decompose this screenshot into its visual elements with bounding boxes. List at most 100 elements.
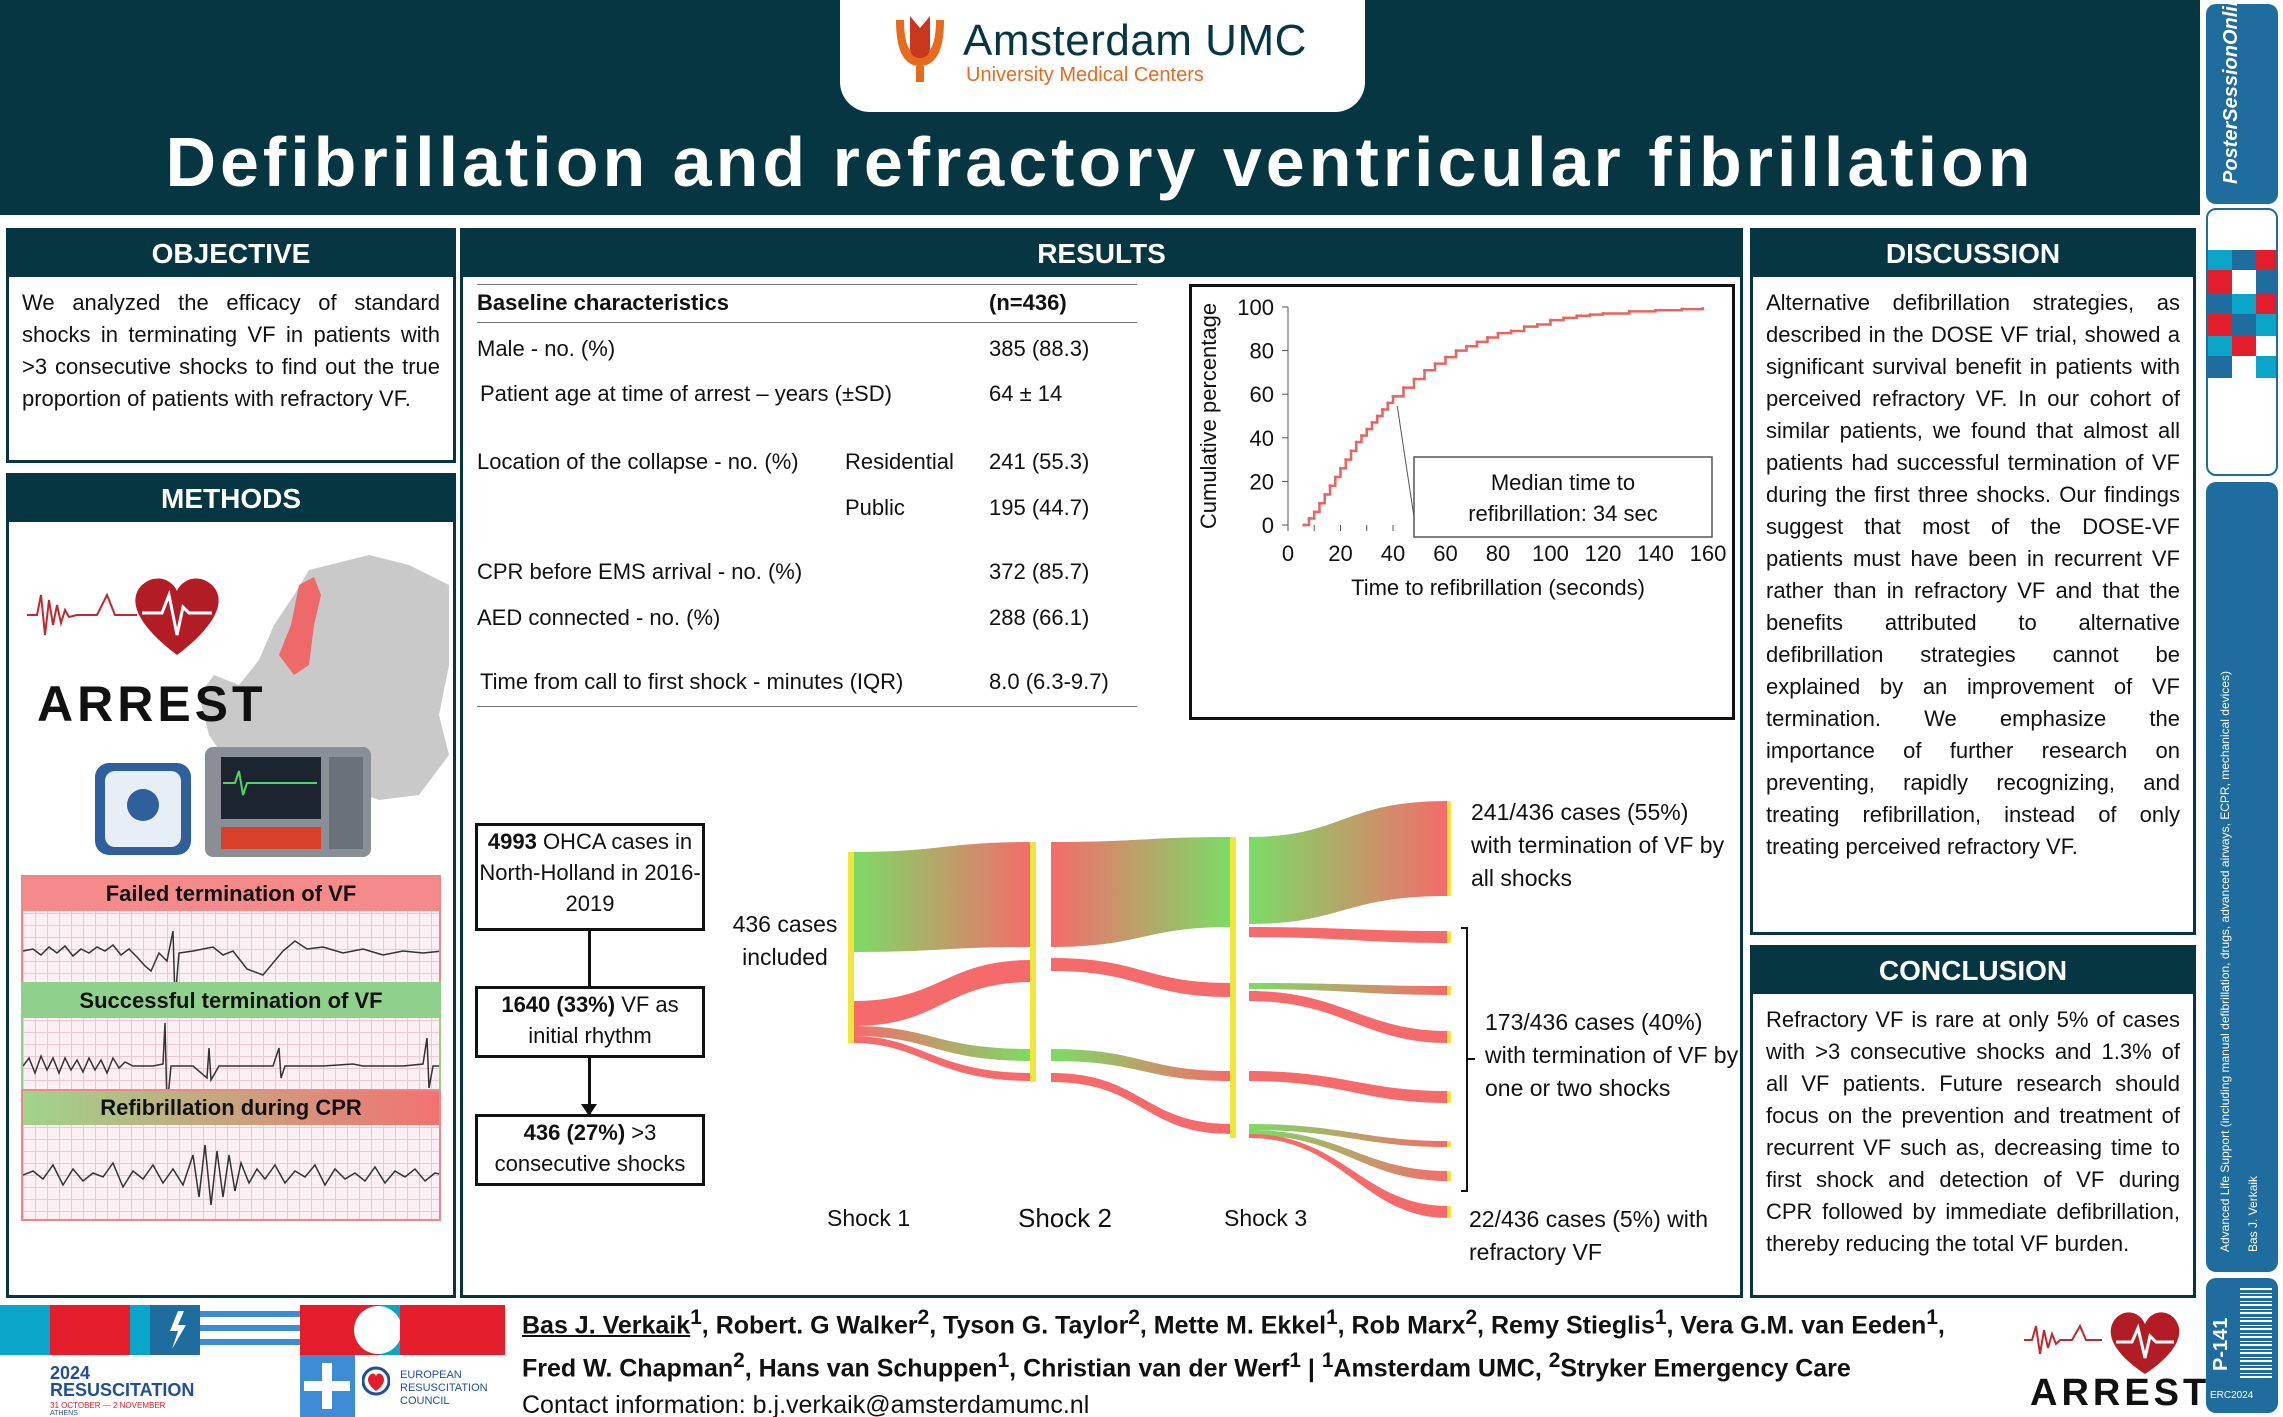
- flow-shocks-text: >3 consecutive shocks: [494, 1120, 686, 1176]
- flow-box-shocks: 436 (27%) >3 consecutive shocks: [475, 1114, 705, 1186]
- defibrillator-devices-icon: [95, 747, 371, 857]
- refibrillation-chart-frame: 0 20 40 60 80 100 0 20 40 60 80 100 120 140 160 Time to…: [1189, 284, 1735, 720]
- row-label: Patient age at time of arrest – years (±…: [480, 381, 892, 406]
- sankey-shock-3-label: Shock 3: [1224, 1205, 1308, 1231]
- sankey-node: [1447, 986, 1451, 995]
- table-rule: [477, 322, 1137, 323]
- data-point: [1402, 386, 1405, 390]
- sankey-flow: [1249, 1124, 1448, 1147]
- row-value: 8.0 (6.3-9.7): [989, 669, 1109, 694]
- table-row: Male - no. (%) 385 (88.3): [477, 336, 1137, 368]
- row-value: 195 (44.7): [989, 495, 1090, 520]
- data-point: [1354, 440, 1358, 444]
- x-axis-label: Time to refibrillation (seconds): [1351, 575, 1645, 600]
- row-label: CPR before EMS arrival - no. (%): [477, 559, 803, 584]
- sankey-flow: [852, 1026, 1033, 1061]
- methods-illustration: ARREST: [9, 525, 453, 865]
- x-tick-label: 100: [1532, 541, 1569, 566]
- row-value: 372 (85.7): [989, 559, 1090, 584]
- discussion-panel: DISCUSSION Alternative defibrillation st…: [1750, 228, 2196, 935]
- table-header-row: Baseline characteristics (n=436): [477, 290, 1137, 322]
- x-tick-label: 140: [1637, 541, 1674, 566]
- results-panel: RESULTS Baseline characteristics (n=436)…: [460, 228, 1743, 1298]
- data-point: [1680, 307, 1684, 311]
- data-point: [1575, 314, 1579, 318]
- flow-box-vf: 1640 (33%) VF as initial rhythm: [475, 986, 705, 1058]
- contact-information: Contact information: b.j.verkaik@amsterd…: [522, 1390, 1090, 1417]
- data-point: [1454, 349, 1458, 353]
- annotation-text: Median time to: [1491, 470, 1635, 495]
- data-point: [1549, 318, 1552, 322]
- data-point: [1701, 307, 1705, 311]
- arrest-logo-label: ARREST: [2030, 1372, 2211, 1414]
- sankey-node: [848, 852, 854, 1043]
- sankey-included-label: 436 cases included: [732, 911, 838, 970]
- sankey-flow: [1051, 1073, 1231, 1134]
- data-point: [1412, 377, 1416, 381]
- table-rule: [477, 284, 1137, 285]
- sankey-flow: [1249, 983, 1448, 995]
- table-header-value: (n=436): [989, 290, 1067, 315]
- row-value: 241 (55.3): [989, 449, 1090, 474]
- annotation-pointer: [1396, 405, 1415, 518]
- data-point: [1654, 308, 1657, 312]
- outcome-one-two-shocks: 173/436 cases (40%) with termination of …: [1485, 1009, 1739, 1101]
- row-value: 385 (88.3): [989, 336, 1090, 361]
- row-label: Time from call to first shock - minutes …: [480, 669, 904, 694]
- data-point: [1386, 401, 1390, 405]
- session-info-strip: Advanced Life Support (including manual …: [2206, 482, 2278, 1272]
- data-point: [1535, 322, 1539, 326]
- data-point: [1423, 368, 1426, 372]
- data-point: [1323, 492, 1327, 496]
- sankey-flow: [1249, 801, 1448, 924]
- row-value: 288 (66.1): [989, 605, 1090, 630]
- sankey-node: [1030, 842, 1036, 1082]
- discussion-text: Alternative defibrillation strategies, a…: [1766, 290, 2180, 859]
- sankey-flow: [1249, 991, 1448, 1043]
- author-line-1: Bas J. Verkaik1, Robert. G Walker2, Tyso…: [522, 1306, 1945, 1340]
- data-point: [1339, 466, 1342, 470]
- row-sublabel: Residential: [845, 449, 954, 474]
- data-point: [1433, 362, 1437, 366]
- ecg-refibrillation-title: Refibrillation during CPR: [23, 1091, 439, 1125]
- flow-vf-bold: 1640 (33%): [501, 992, 616, 1017]
- data-point: [1312, 510, 1316, 514]
- data-point: [1391, 394, 1395, 398]
- data-point: [1333, 475, 1337, 479]
- flow-box-ohca: 4993 OHCA cases in North-Holland in 2016…: [475, 823, 705, 931]
- objective-text: We analyzed the efficacy of standard sho…: [22, 290, 440, 411]
- data-point: [1360, 434, 1363, 438]
- arrest-heart-icon: [27, 578, 219, 655]
- y-tick-label: 40: [1250, 426, 1274, 451]
- barcode-icon: [2240, 1286, 2272, 1378]
- congress-name: 2024 RESUSCITATION: [50, 1363, 195, 1400]
- author-list: Bas J. Verkaik1, Robert. G Walker2, Tyso…: [522, 1300, 2002, 1417]
- data-point: [1509, 329, 1513, 333]
- data-point: [1601, 312, 1605, 316]
- sankey-flow: [1249, 927, 1448, 943]
- poster-header: Amsterdam UMC University Medical Centers…: [0, 0, 2200, 215]
- table-row: AED connected - no. (%) 288 (66.1): [477, 605, 1137, 637]
- data-point: [1302, 523, 1306, 527]
- results-heading: RESULTS: [463, 231, 1740, 277]
- flow-ohca-bold: 4993: [487, 829, 537, 854]
- ecg-failed-title: Failed termination of VF: [23, 877, 439, 911]
- congress-mosaic-graphic: [2208, 250, 2276, 378]
- y-tick-label: 100: [1237, 295, 1274, 320]
- session-author: Bas J. Verkaik: [2246, 1175, 2260, 1252]
- x-tick-label: 20: [1328, 541, 1352, 566]
- sankey-node: [1447, 801, 1451, 896]
- data-point: [1486, 336, 1489, 340]
- data-point: [1365, 427, 1369, 431]
- data-point: [1318, 501, 1321, 505]
- sankey-node: [1447, 1171, 1451, 1181]
- data-point: [1475, 340, 1479, 344]
- sankey-flow: [1051, 837, 1231, 947]
- session-topic: Advanced Life Support (including manual …: [2218, 671, 2232, 1252]
- congress-city: ATHENS: [50, 1410, 78, 1417]
- poster-session-sidebar: PosterSessionOnline Advanced Life Suppor…: [2200, 0, 2283, 1417]
- x-tick-label: 60: [1433, 541, 1457, 566]
- data-point: [1562, 316, 1566, 320]
- data-point: [1444, 355, 1447, 359]
- table-row: Public 195 (44.7): [477, 495, 1137, 527]
